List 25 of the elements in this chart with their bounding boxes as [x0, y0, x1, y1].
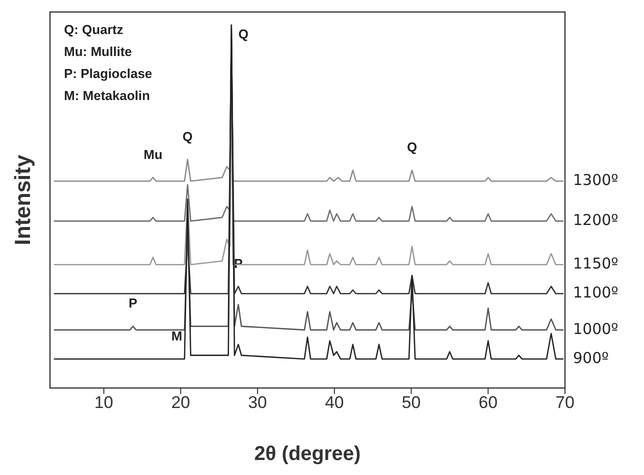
x-tick-label: 20 [171, 393, 190, 412]
annotation: Mu: Mullite [64, 44, 132, 59]
annotation: P [128, 296, 138, 311]
x-tick-label: 70 [556, 393, 574, 412]
annotation: P: Plagioclase [64, 66, 152, 81]
annotation: Q [238, 26, 248, 42]
annotation: Q [182, 128, 193, 144]
series-label: 1100º [573, 284, 618, 302]
series-label: 900º [573, 349, 609, 368]
x-tick-label: 40 [324, 393, 344, 412]
y-axis-title: Intensity [10, 154, 35, 246]
x-tick-label: 60 [478, 393, 498, 412]
x-tick-label: 50 [402, 393, 421, 412]
x-tick-label: 10 [94, 393, 114, 412]
annotation: M [171, 328, 182, 344]
x-tick-label: 30 [248, 393, 267, 412]
annotation: Q [406, 140, 418, 155]
x-axis-title: 2θ (degree) [254, 443, 361, 465]
series-label: 1300º [573, 171, 618, 190]
annotation: Mu [144, 146, 162, 162]
annotation: M: Metakaolin [64, 88, 150, 103]
series-label: 1000º [573, 320, 618, 338]
annotation: Q: Quartz [64, 22, 124, 37]
series-label: 1200º [573, 211, 618, 230]
series-label: 1150º [573, 254, 618, 273]
